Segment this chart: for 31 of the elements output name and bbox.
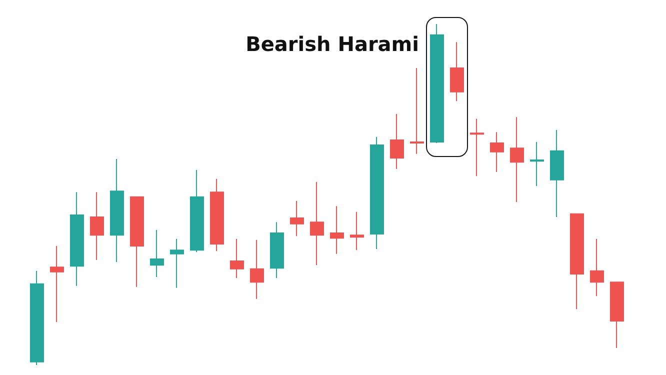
candlestick [70, 192, 84, 286]
candlestick [270, 222, 284, 279]
candlestick [310, 181, 324, 266]
candlestick [410, 67, 424, 154]
candlestick [230, 238, 244, 279]
candlestick [590, 238, 604, 297]
candlestick [430, 24, 444, 144]
candlestick [210, 178, 224, 252]
candlestick [290, 200, 304, 237]
annotation: Bearish Harami [246, 32, 420, 56]
candlestick [150, 229, 164, 278]
candlestick [550, 130, 564, 218]
candlestick [610, 282, 624, 348]
candlestick [50, 245, 64, 323]
candlestick [130, 196, 144, 288]
candlestick [350, 211, 364, 251]
candlestick [330, 206, 344, 254]
candlestick [370, 136, 384, 250]
candlestick [90, 192, 104, 260]
candlestick [110, 158, 124, 263]
candlestick [490, 132, 504, 172]
candlestick [170, 238, 184, 288]
candlestick [470, 118, 484, 177]
candlestick [250, 239, 264, 300]
candlestick [530, 141, 544, 186]
candlestick [30, 270, 44, 366]
candlestick [450, 42, 464, 102]
candlestick [510, 116, 524, 202]
candlestick [570, 213, 584, 310]
candlestick [390, 114, 404, 170]
candlestick [190, 169, 204, 253]
